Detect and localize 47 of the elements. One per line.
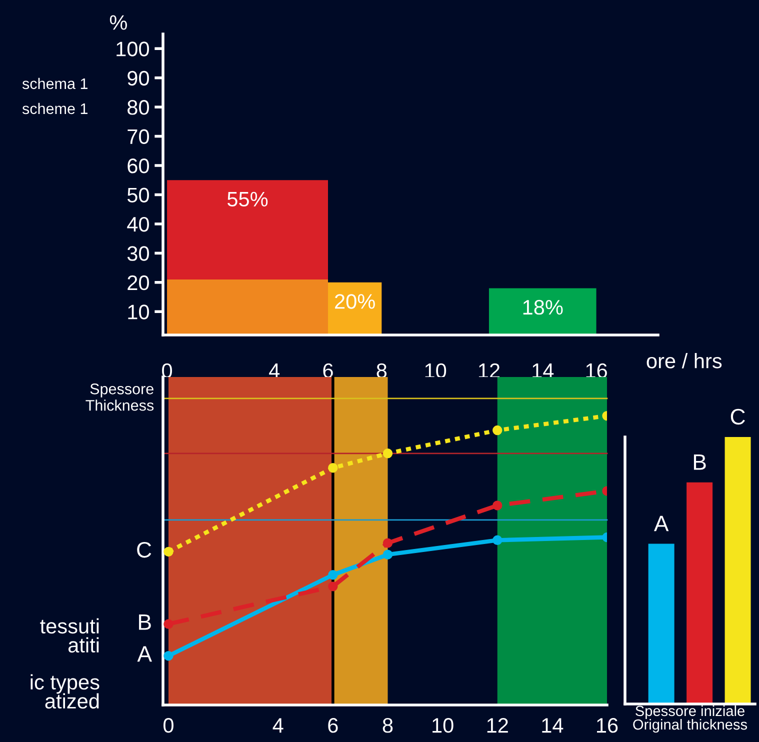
text: atiti [68,637,99,653]
x-tick-label: 8 [382,718,393,733]
y-tick-label: 90 [128,70,149,86]
point [328,570,338,580]
data-label: 18% [523,300,563,315]
point [382,550,393,560]
y-tick-label: 40 [127,216,149,232]
series-label: A [137,646,152,662]
text: tessuti [40,618,99,634]
data-label: 20% [335,294,375,309]
x-tick-label: 6 [328,718,338,733]
point [492,535,502,546]
y-tick-label: 70 [128,129,149,144]
y-tick-label: 60 [128,158,149,174]
text: scheme 1 [22,102,88,114]
point [328,463,338,473]
x-tick-label: 12 [487,718,508,733]
point [492,425,502,436]
y-tick-label: 30 [127,246,149,261]
x-tick-label: 10 [432,718,454,733]
series-label: B [139,614,151,630]
y-tick-label: 20 [128,275,149,290]
x-axis-title: Spessore iniziale Original thickness [633,705,748,733]
point [164,546,174,557]
x-tick-label: 4 [272,718,284,733]
y-tick-label: 50 [127,188,149,202]
point [382,538,393,548]
point [328,582,338,592]
x-tick-label: 16 [597,718,618,733]
text: atized [45,693,99,709]
text: schema 1 [22,78,88,90]
x-tick-label: 14 [542,718,564,733]
point [382,448,393,458]
y-tick-label: 80 [128,100,149,115]
y-axis-title: % [110,15,127,30]
point [164,650,174,661]
x-tick-label: 0 [164,718,174,733]
series-label: C [137,542,152,558]
x-tick-label: 4 [269,364,280,378]
x-axis-title: ore / hrs [646,353,722,368]
y-tick-label: 10 [128,304,149,320]
y-tick-label: 100 [116,42,149,56]
y-axis-title: Spessore Thickness [86,384,154,411]
point [164,619,174,629]
data-label: 55% [228,192,268,207]
text: ic types [30,674,100,694]
point [492,500,502,510]
